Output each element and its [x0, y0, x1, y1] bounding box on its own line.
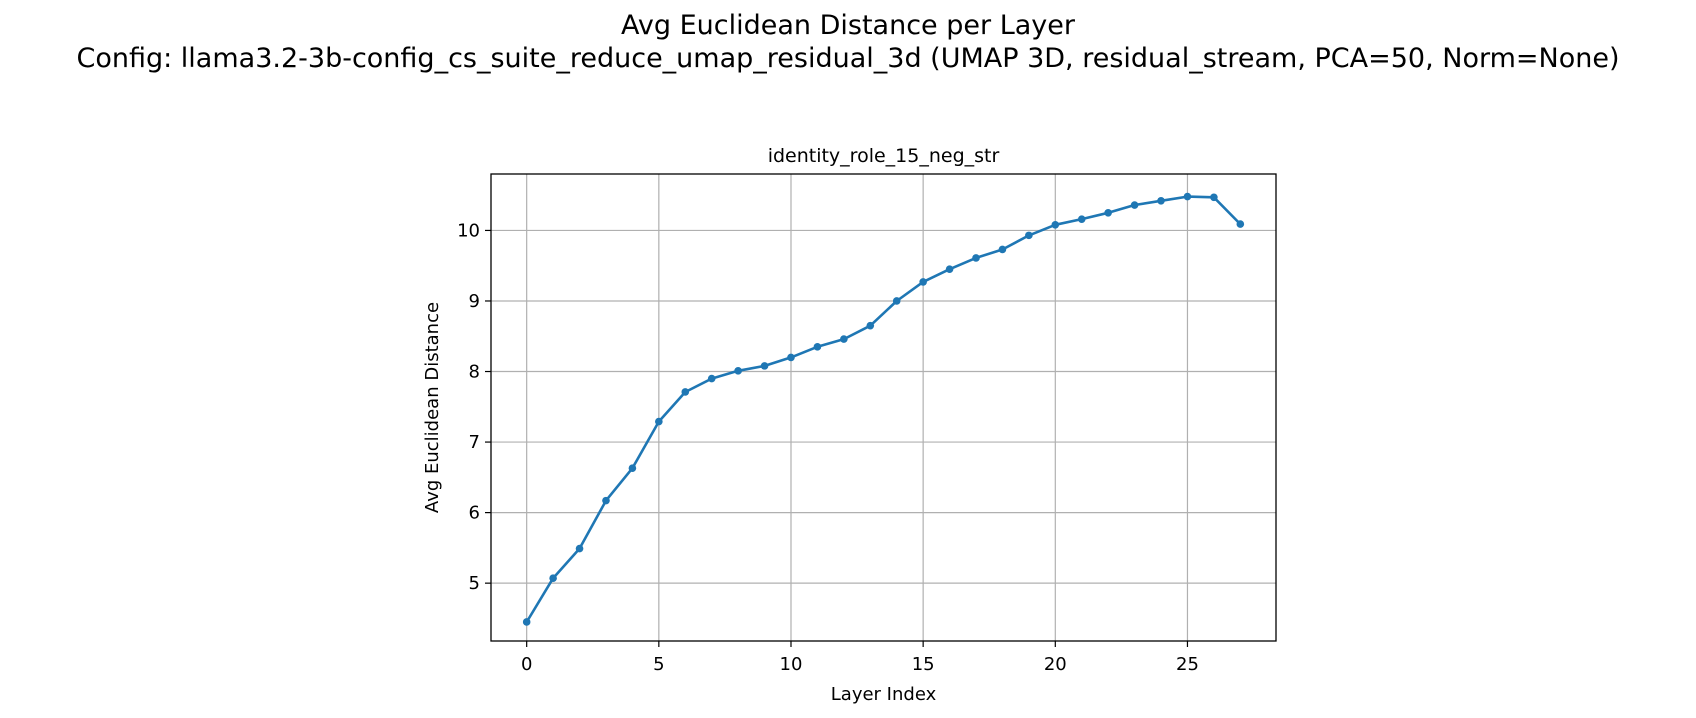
data-point [892, 297, 901, 305]
data-point [1025, 231, 1033, 240]
data-point [549, 574, 557, 583]
y-tick-label: 10 [457, 220, 480, 241]
y-tick-label: 7 [469, 432, 480, 453]
data-point [1077, 215, 1086, 223]
x-tick-label: 10 [780, 654, 803, 675]
x-tick-label: 20 [1044, 654, 1067, 675]
data-point [1236, 220, 1245, 228]
data-point [1210, 193, 1218, 202]
data-point [707, 374, 716, 383]
data-point [813, 343, 822, 351]
series-line [525, 195, 1242, 623]
axis-ticks: 0 5 10 15 20 25 5 6 7 8 9 10 [457, 220, 1199, 675]
x-axis-label: Layer Index [831, 684, 937, 705]
data-point [602, 496, 610, 505]
data-point [972, 254, 980, 262]
grid [491, 174, 1276, 641]
y-tick-label: 8 [469, 362, 480, 383]
y-axis-label: Avg Euclidean Distance [422, 302, 443, 513]
data-point [840, 335, 848, 343]
data-point [1183, 192, 1192, 201]
chart-title: identity_role_15_neg_str [768, 145, 1000, 167]
data-point [522, 618, 531, 626]
data-point [1051, 220, 1060, 229]
data-point [1104, 208, 1112, 217]
series [522, 192, 1245, 626]
x-tick-label: 15 [912, 654, 935, 675]
figure-title: Avg Euclidean Distance per Layer [621, 10, 1075, 41]
x-tick-label: 25 [1176, 654, 1199, 675]
data-point [575, 544, 584, 553]
data-point [945, 265, 954, 274]
data-point [655, 417, 663, 426]
data-point [681, 388, 690, 396]
data-point [734, 367, 742, 375]
figure-subtitle-config: Config: llama3.2-3b-config_cs_suite_redu… [76, 43, 1620, 74]
data-point [998, 245, 1007, 254]
x-tick-label: 5 [653, 654, 664, 675]
data-point [787, 353, 795, 362]
data-point [1130, 201, 1139, 209]
data-point [919, 278, 927, 286]
data-point [760, 362, 769, 370]
data-point [866, 321, 875, 330]
x-tick-label: 0 [521, 654, 532, 675]
y-tick-label: 5 [469, 573, 480, 594]
y-tick-label: 9 [469, 291, 480, 312]
plot-frame [490, 173, 1277, 642]
data-point [1157, 197, 1165, 205]
data-point [628, 464, 637, 472]
y-tick-label: 6 [469, 503, 480, 524]
